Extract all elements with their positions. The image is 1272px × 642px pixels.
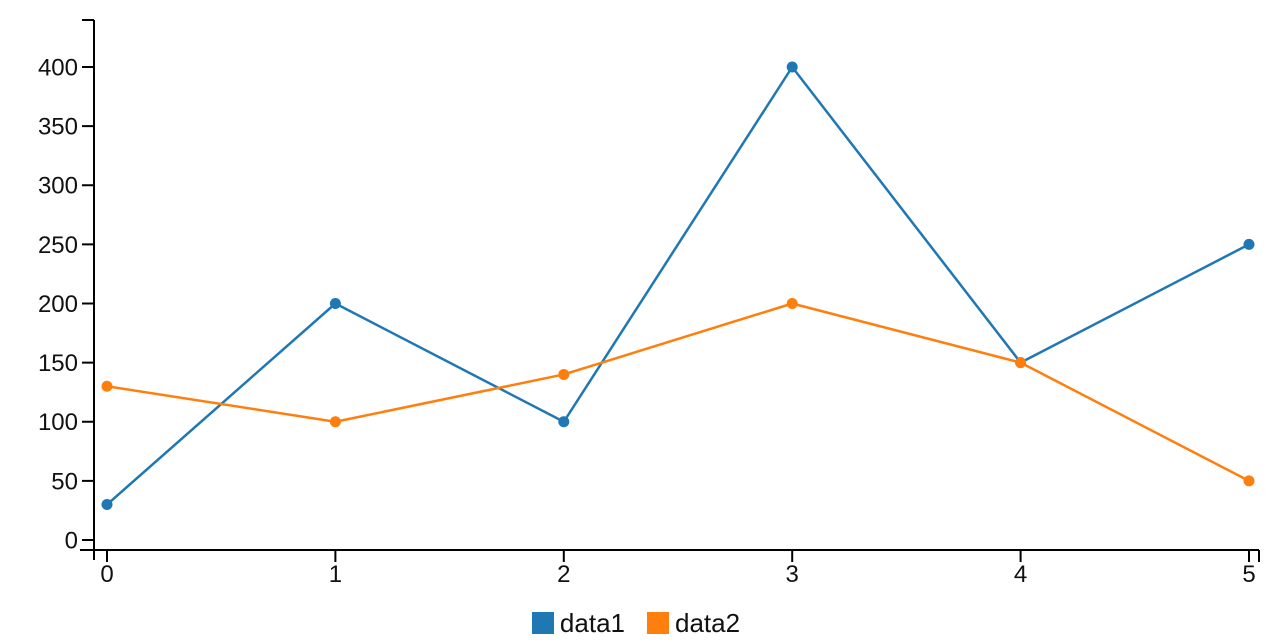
marker-data1-x0 <box>101 499 113 511</box>
x-tick-label: 0 <box>100 561 113 588</box>
marker-data2-x4 <box>1015 357 1027 369</box>
y-tick-label: 100 <box>38 409 78 436</box>
y-tick-label: 250 <box>38 232 78 259</box>
marker-data1-x3 <box>786 61 798 73</box>
marker-data2-x2 <box>558 368 570 380</box>
legend-swatch-data2 <box>647 612 669 634</box>
x-tick-label: 2 <box>557 561 570 588</box>
y-tick-label: 300 <box>38 173 78 200</box>
x-tick-label: 4 <box>1014 561 1027 588</box>
legend-label-data1: data1 <box>559 608 625 638</box>
marker-data1-x2 <box>558 416 570 428</box>
marker-data2-x5 <box>1243 475 1255 487</box>
marker-data2-x0 <box>101 380 113 392</box>
y-tick-label: 0 <box>65 527 78 554</box>
marker-data1-x5 <box>1243 238 1255 250</box>
marker-data2-x3 <box>786 298 798 309</box>
y-tick-label: 50 <box>51 468 78 495</box>
line-plot: 0 50 100 150 200 250 300 350 400 0 1 2 3 4 5 <box>38 19 1260 588</box>
series-line-data2 <box>106 302 1250 482</box>
legend-swatch-data1 <box>531 612 554 634</box>
marker-data1-x1 <box>329 298 341 309</box>
legend-item-data2: data2 <box>647 610 740 636</box>
x-tick-label: 3 <box>786 561 799 588</box>
legend-item-data1: data1 <box>531 608 625 638</box>
chart-legend: data1 data2 <box>0 610 1272 636</box>
x-tick-label: 5 <box>1242 561 1255 588</box>
legend-label-data2: data2 <box>675 608 741 638</box>
series-line-data1 <box>106 65 1250 506</box>
y-tick-label: 350 <box>38 114 78 141</box>
marker-data2-x1 <box>329 416 341 428</box>
y-tick-label: 400 <box>38 54 78 81</box>
x-tick-label: 1 <box>329 561 342 588</box>
y-tick-label: 200 <box>38 291 78 318</box>
y-tick-label: 150 <box>38 350 78 377</box>
